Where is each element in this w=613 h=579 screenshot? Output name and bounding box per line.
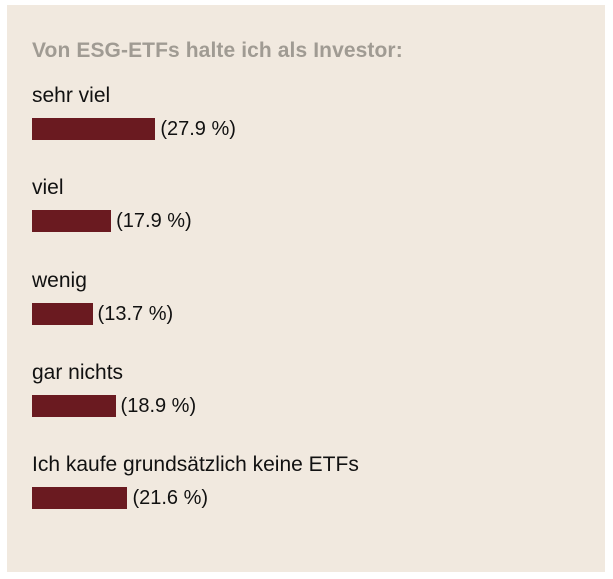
percentage-label: (21.6 %) bbox=[132, 487, 209, 510]
percentage-label: (13.7 %) bbox=[97, 302, 174, 325]
percentage-label: (17.9 %) bbox=[116, 210, 192, 233]
option-label: wenig bbox=[32, 268, 87, 292]
poll-option: sehr viel (27.9 %) bbox=[32, 83, 592, 142]
result-bar bbox=[32, 302, 93, 325]
poll-results-panel: Von ESG-ETFs halte ich als Investor: seh… bbox=[7, 5, 605, 572]
result-bar bbox=[32, 118, 156, 140]
bar-row: (21.6 %) bbox=[32, 487, 592, 511]
result-bar bbox=[32, 210, 112, 233]
result-bar bbox=[32, 394, 116, 417]
option-label: viel bbox=[32, 176, 64, 200]
percentage-label: (18.9 %) bbox=[120, 394, 197, 417]
option-label: gar nichts bbox=[32, 360, 124, 384]
poll-option: Ich kaufe grundsätzlich keine ETFs (21.6 … bbox=[32, 452, 592, 511]
bar-row: (27.9 %) bbox=[32, 118, 592, 142]
poll-option: wenig (13.7 %) bbox=[32, 268, 592, 327]
poll-title: Von ESG-ETFs halte ich als Investor: bbox=[32, 39, 403, 62]
percentage-label: (27.9 %) bbox=[160, 118, 236, 140]
option-label: Ich kaufe grundsätzlich keine ETFs bbox=[32, 453, 359, 477]
poll-option: gar nichts (18.9 %) bbox=[32, 360, 592, 419]
result-bar bbox=[32, 487, 128, 510]
option-label: sehr viel bbox=[32, 84, 111, 107]
bar-row: (17.9 %) bbox=[32, 210, 592, 234]
poll-option: viel (17.9 %) bbox=[32, 175, 592, 234]
bar-row: (18.9 %) bbox=[32, 394, 592, 419]
bar-row: (13.7 %) bbox=[32, 302, 592, 327]
